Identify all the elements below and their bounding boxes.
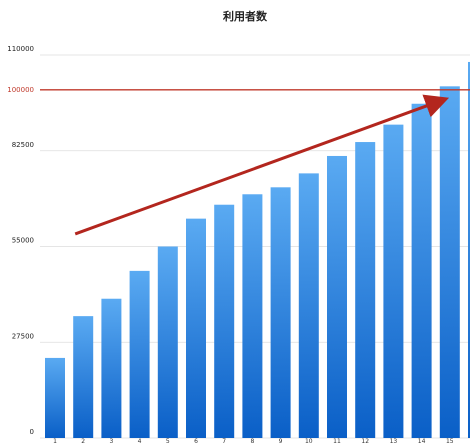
x-tick-label: 11 xyxy=(333,438,341,445)
bar xyxy=(129,270,150,438)
bar xyxy=(214,204,235,438)
y-tick-label: 110000 xyxy=(7,45,34,53)
y-tick-label: 82500 xyxy=(12,141,34,149)
y-axis-ticks: 0 27500 55000 82500 110000 xyxy=(7,45,34,436)
x-axis-ticks: 12345678910111213141516 xyxy=(53,438,454,445)
bar xyxy=(468,61,470,439)
x-tick-label: 5 xyxy=(166,438,170,445)
bar xyxy=(355,142,376,438)
x-tick-label: 2 xyxy=(81,438,85,445)
bar xyxy=(101,298,122,438)
reference-line-group: 100000 xyxy=(7,86,470,94)
bar xyxy=(439,86,460,438)
bar xyxy=(45,357,65,438)
chart-title: 利用者数 xyxy=(223,9,268,23)
bar xyxy=(298,173,319,438)
bar xyxy=(270,187,291,438)
x-tick-label: 8 xyxy=(250,438,254,445)
x-tick-label: 1 xyxy=(53,438,57,445)
trend-arrow-group xyxy=(74,94,450,236)
x-tick-label: 14 xyxy=(418,438,426,445)
y-tick-label: 0 xyxy=(30,428,34,436)
x-tick-label: 9 xyxy=(279,438,283,445)
x-tick-label: 15 xyxy=(446,438,454,445)
x-tick-label: 12 xyxy=(361,438,369,445)
bar xyxy=(242,194,263,438)
bar xyxy=(157,246,178,438)
bar xyxy=(73,316,94,438)
x-tick-label: 4 xyxy=(138,438,142,445)
x-tick-label: 3 xyxy=(109,438,113,445)
x-tick-label: 13 xyxy=(390,438,398,445)
x-tick-label: 10 xyxy=(305,438,313,445)
bars xyxy=(45,61,470,439)
x-tick-label: 7 xyxy=(222,438,226,445)
trend-arrow xyxy=(74,94,450,236)
y-tick-label: 55000 xyxy=(12,237,34,245)
bar xyxy=(383,124,404,439)
bar xyxy=(186,218,206,438)
y-tick-label: 27500 xyxy=(12,332,34,340)
reference-line-label: 100000 xyxy=(7,86,34,94)
x-tick-label: 6 xyxy=(194,438,198,445)
bar xyxy=(411,103,432,438)
bar xyxy=(327,155,347,439)
